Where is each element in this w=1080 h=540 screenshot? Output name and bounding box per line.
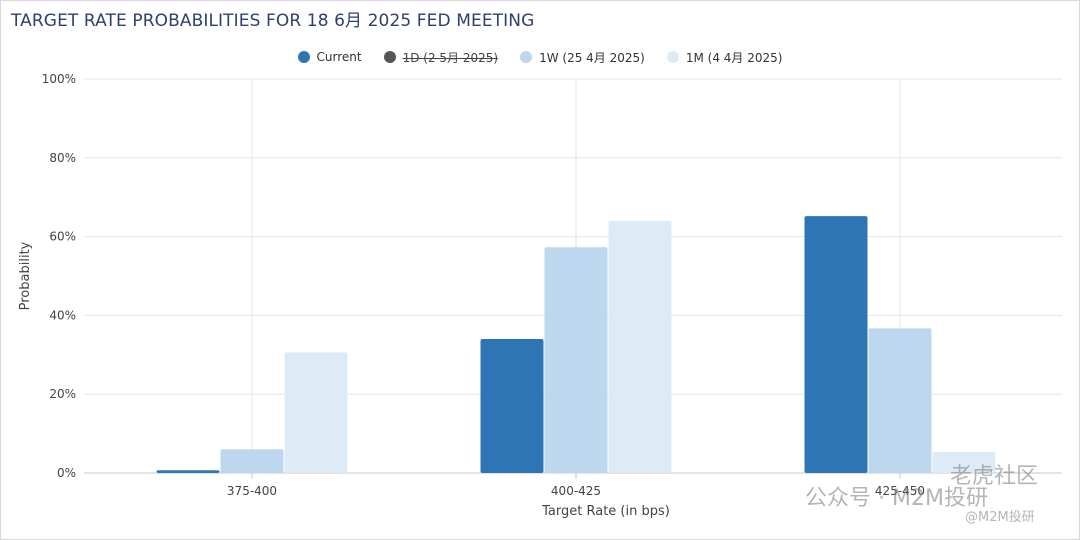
watermark-bottom: @M2M投研 xyxy=(965,510,1035,525)
legend-item-1w[interactable]: 1W (25 4月 2025) xyxy=(520,47,645,67)
bar xyxy=(804,216,868,473)
y-tick-label: 80% xyxy=(49,151,76,165)
bar xyxy=(480,339,544,473)
x-tick-label: 375-400 xyxy=(227,484,277,498)
x-tick-label: 425-450 xyxy=(875,484,925,498)
y-tick-label: 40% xyxy=(49,308,76,322)
legend-marker-icon xyxy=(383,51,396,63)
legend-label: 1M (4 4月 2025) xyxy=(685,50,783,65)
bar xyxy=(156,470,220,473)
bar xyxy=(608,220,672,473)
watermark-top: 老虎社区 xyxy=(950,464,1039,489)
legend-label: 1W (25 4月 2025) xyxy=(539,50,645,65)
chart-legend: Current 1D (2 5月 2025) 1W (25 4月 2025) 1… xyxy=(0,47,1080,67)
bar xyxy=(868,328,932,473)
legend-marker-icon xyxy=(520,51,533,63)
legend-item-1d[interactable]: 1D (2 5月 2025) xyxy=(383,47,499,67)
y-tick-label: 60% xyxy=(49,230,76,244)
legend-label: 1D (2 5月 2025) xyxy=(402,50,499,65)
x-tick-label: 400-425 xyxy=(551,484,601,498)
x-axis-label: Target Rate (in bps) xyxy=(541,504,670,519)
chart-title: TARGET RATE PROBABILITIES FOR 18 6月 2025… xyxy=(11,11,535,31)
y-tick-label: 0% xyxy=(57,466,76,480)
y-axis-label: Probability xyxy=(18,241,33,310)
legend-item-1m[interactable]: 1M (4 4月 2025) xyxy=(666,47,783,67)
legend-marker-icon xyxy=(297,51,310,63)
bar xyxy=(284,352,348,473)
legend-marker-icon xyxy=(666,51,679,63)
bar xyxy=(544,247,608,473)
watermark-middle: 公众号 · M2M投研 xyxy=(805,486,988,511)
y-tick-label: 20% xyxy=(49,387,76,401)
legend-label: Current xyxy=(316,50,362,64)
legend-item-current[interactable]: Current xyxy=(297,47,362,67)
bar xyxy=(932,452,996,473)
y-tick-label: 100% xyxy=(42,72,76,86)
bar xyxy=(220,449,284,473)
